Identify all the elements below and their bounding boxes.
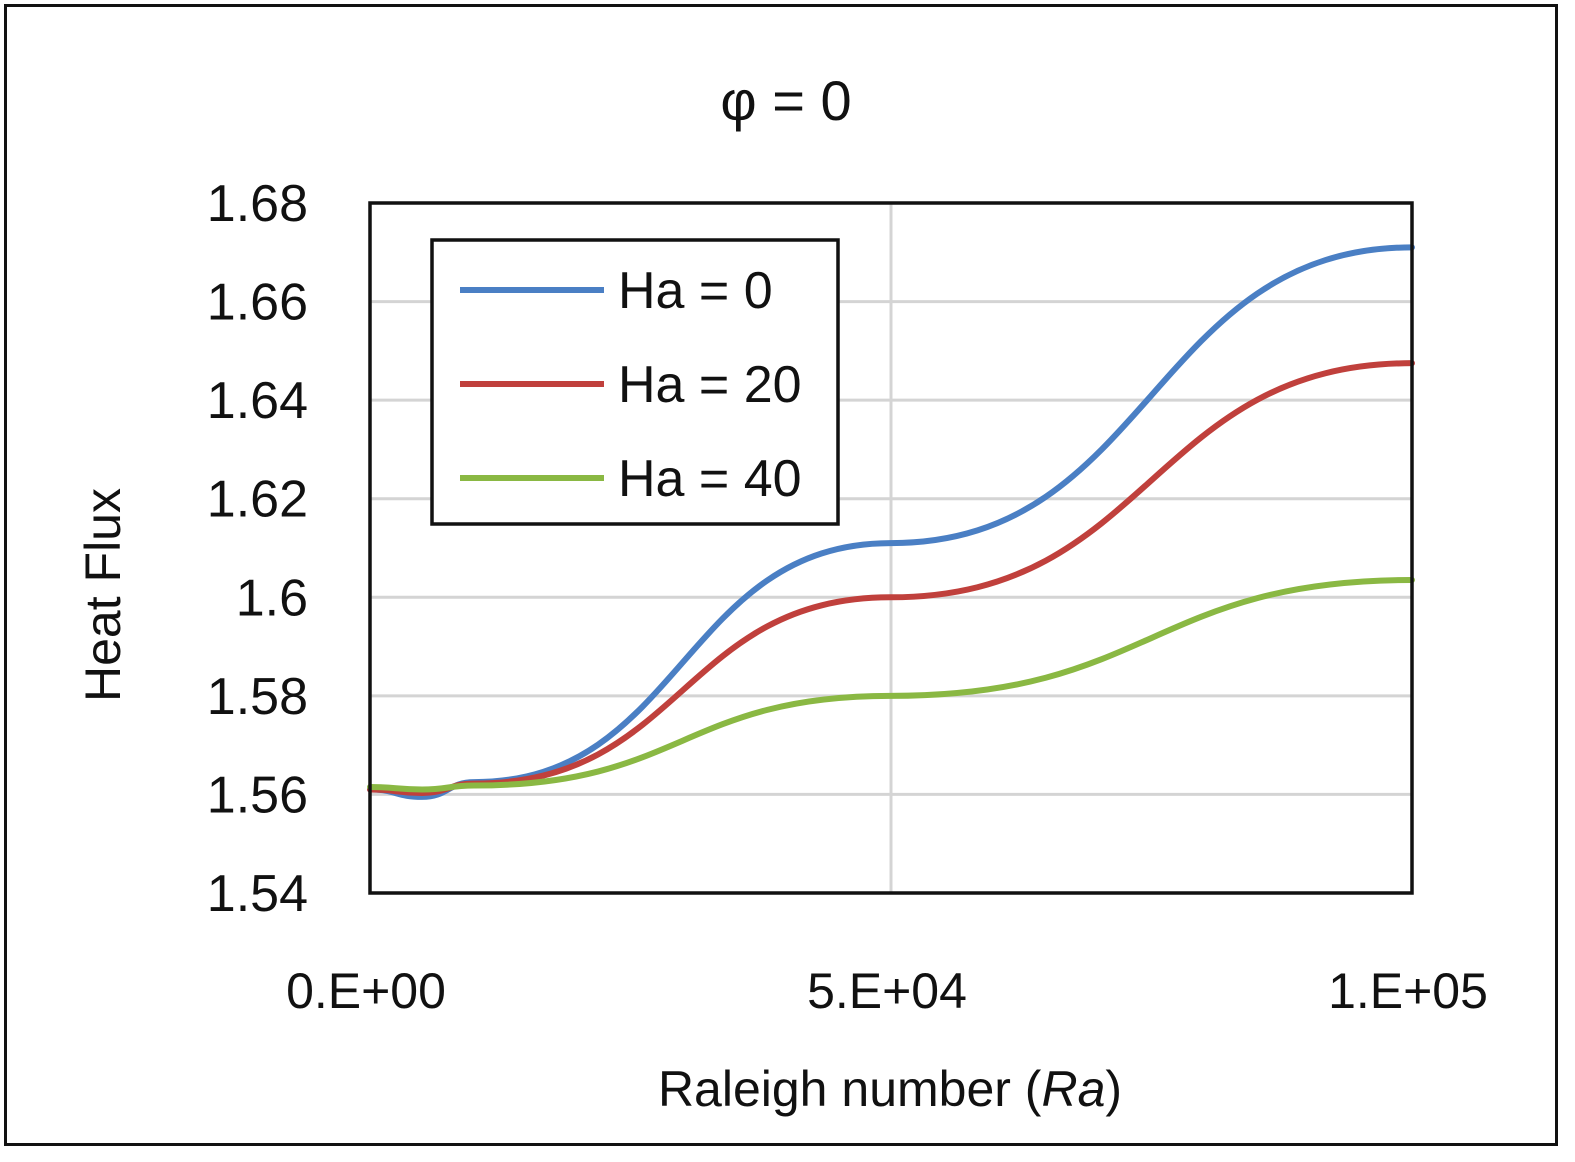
series-group xyxy=(367,244,1415,800)
y-tick-label: 1.56 xyxy=(207,766,308,824)
series-line-2 xyxy=(367,577,1415,793)
y-tick-label: 1.6 xyxy=(236,569,308,627)
legend-label: Ha = 20 xyxy=(618,356,802,414)
legend-label: Ha = 0 xyxy=(618,262,773,320)
x-tick-label: 5.E+04 xyxy=(807,963,967,1019)
legend: Ha = 0 Ha = 20 Ha = 40 xyxy=(430,238,840,526)
x-axis-label-close: ) xyxy=(1105,1061,1122,1117)
legend-label: Ha = 40 xyxy=(618,450,802,508)
plot-border xyxy=(368,201,1414,895)
x-axis-label: Raleigh number (Ra) xyxy=(658,1061,1122,1117)
figure-frame xyxy=(4,4,1558,1146)
y-tick-label: 1.54 xyxy=(207,865,308,923)
chart-title: φ = 0 xyxy=(720,69,851,132)
y-tick-label: 1.58 xyxy=(207,668,308,726)
series-line-0 xyxy=(367,244,1415,800)
tick-labels: 1.54 1.56 1.58 1.6 1.62 1.64 1.66 1.68 0.E+00 5.E… xyxy=(207,175,1488,1019)
x-axis-label-italic: Ra xyxy=(1041,1061,1105,1117)
y-tick-label: 1.64 xyxy=(207,372,308,430)
x-tick-label: 0.E+00 xyxy=(286,963,446,1019)
x-tick-label: 1.E+05 xyxy=(1328,963,1488,1019)
x-axis-label-main: Raleigh number ( xyxy=(658,1061,1042,1117)
y-axis-label: Heat Flux xyxy=(75,488,131,702)
y-tick-label: 1.62 xyxy=(207,471,308,529)
y-tick-label: 1.66 xyxy=(207,274,308,332)
y-tick-label: 1.68 xyxy=(207,175,308,233)
